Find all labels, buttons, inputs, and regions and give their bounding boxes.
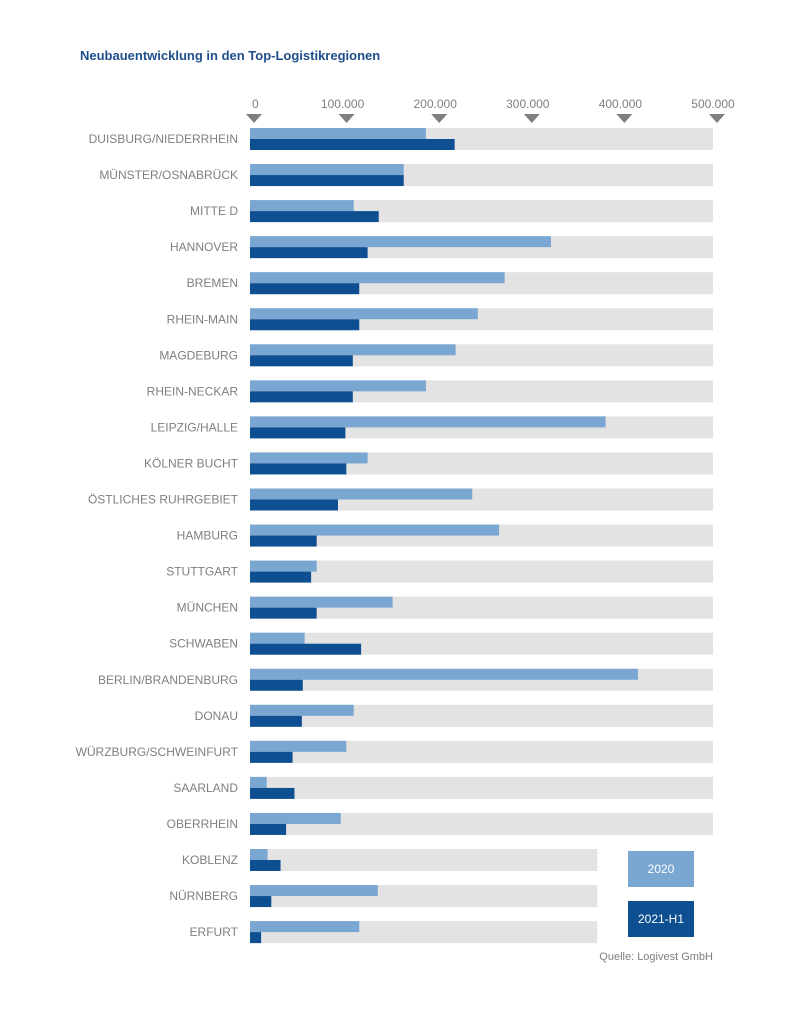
bar-2021-h1: [250, 391, 353, 403]
bar-background: [250, 704, 713, 727]
bar-2021-h1: [250, 715, 302, 727]
x-tick-label: 100.000: [321, 97, 365, 111]
bar-2021-h1: [250, 860, 281, 871]
bar-2020: [250, 560, 317, 572]
category-label: MITTE D: [190, 204, 238, 218]
bar-2020: [250, 272, 505, 284]
x-tick-marker: [616, 114, 633, 123]
bar-2021-h1: [250, 571, 312, 583]
bar-2021-h1: [250, 283, 360, 295]
bar-2021-h1: [250, 535, 317, 547]
category-label: BERLIN/BRANDENBURG: [98, 673, 238, 687]
bar-2020: [250, 380, 426, 392]
category-label: DUISBURG/NIEDERRHEIN: [89, 132, 238, 146]
bar-2020: [250, 488, 473, 500]
bar-2020: [250, 416, 606, 428]
category-label: STUTTGART: [166, 565, 238, 579]
category-label: ERFURT: [190, 925, 239, 939]
bar-background: [250, 849, 598, 871]
bar-2021-h1: [250, 355, 353, 367]
category-label: MÜNSTER/OSNABRÜCK: [99, 168, 238, 182]
x-tick-label: 0: [252, 97, 259, 111]
bar-2021-h1: [250, 319, 360, 331]
category-label: SCHWABEN: [169, 637, 238, 651]
bar-2021-h1: [250, 896, 272, 908]
bar-2021-h1: [250, 175, 404, 187]
bar-2021-h1: [250, 211, 379, 223]
bar-2021-h1: [250, 427, 346, 439]
bar-2020: [250, 668, 638, 680]
bar-background: [250, 632, 713, 655]
bar-2020: [250, 632, 305, 644]
bar-2021-h1: [250, 787, 295, 799]
category-label: MÜNCHEN: [177, 601, 238, 615]
bar-2021-h1: [250, 932, 262, 944]
bar-2020: [250, 128, 426, 139]
category-label: KOBLENZ: [182, 853, 238, 867]
bar-2020: [250, 524, 500, 536]
category-label: MAGDEBURG: [159, 348, 238, 362]
category-label: RHEIN-NECKAR: [147, 384, 239, 398]
category-label: ÖSTLICHES RUHRGEBIET: [88, 493, 239, 507]
category-label: WÜRZBURG/SCHWEINFURT: [76, 745, 239, 759]
bar-2021-h1: [250, 643, 362, 655]
bar-background: [250, 740, 713, 763]
bar-2021-h1: [250, 139, 455, 150]
category-label: HAMBURG: [177, 529, 238, 543]
bar-2020: [250, 452, 368, 464]
bar-2020: [250, 921, 360, 933]
source-note: Quelle: Logivest GmbH: [599, 951, 713, 963]
x-tick-marker: [431, 114, 448, 123]
bar-2021-h1: [250, 463, 347, 475]
bar-2020: [250, 236, 551, 248]
bar-2020: [250, 812, 341, 824]
bar-2020: [250, 344, 456, 356]
x-tick-label: 200.000: [414, 97, 458, 111]
category-label: OBERRHEIN: [167, 817, 238, 831]
category-label: NÜRNBERG: [169, 889, 238, 903]
bar-2021-h1: [250, 607, 317, 619]
x-tick-marker: [709, 114, 725, 123]
bar-2020: [250, 849, 268, 860]
bar-background: [250, 560, 713, 583]
bar-2020: [250, 704, 354, 716]
category-label: HANNOVER: [170, 240, 238, 254]
legend-2020: 2020: [628, 851, 694, 887]
category-label: KÖLNER BUCHT: [144, 456, 239, 470]
category-label: RHEIN-MAIN: [167, 312, 238, 326]
x-tick-marker: [246, 114, 262, 123]
bar-2021-h1: [250, 751, 293, 763]
bar-2020: [250, 885, 378, 897]
category-label: DONAU: [195, 709, 238, 723]
x-tick-marker: [523, 114, 540, 123]
bar-2020: [250, 596, 393, 608]
bar-background: [250, 776, 713, 799]
bar-2021-h1: [250, 247, 368, 259]
x-tick-label: 300.000: [506, 97, 550, 111]
bar-2020: [250, 308, 478, 320]
category-label: LEIPZIG/HALLE: [151, 420, 238, 434]
bar-2020: [250, 164, 404, 176]
legend-2021-h1: 2021-H1: [628, 901, 694, 937]
bar-2020: [250, 740, 347, 752]
bar-2021-h1: [250, 499, 338, 511]
category-label: BREMEN: [187, 276, 238, 290]
bar-2021-h1: [250, 823, 287, 835]
bar-2020: [250, 200, 354, 212]
bar-2021-h1: [250, 679, 303, 691]
x-tick-label: 400.000: [599, 97, 643, 111]
bar-background: [250, 812, 713, 835]
x-tick-label: 500.000: [691, 97, 735, 111]
category-label: SAARLAND: [173, 781, 238, 795]
bar-2020: [250, 776, 267, 788]
chart-title: Neubauentwicklung in den Top-Logistikreg…: [80, 48, 381, 63]
x-tick-marker: [338, 114, 355, 123]
